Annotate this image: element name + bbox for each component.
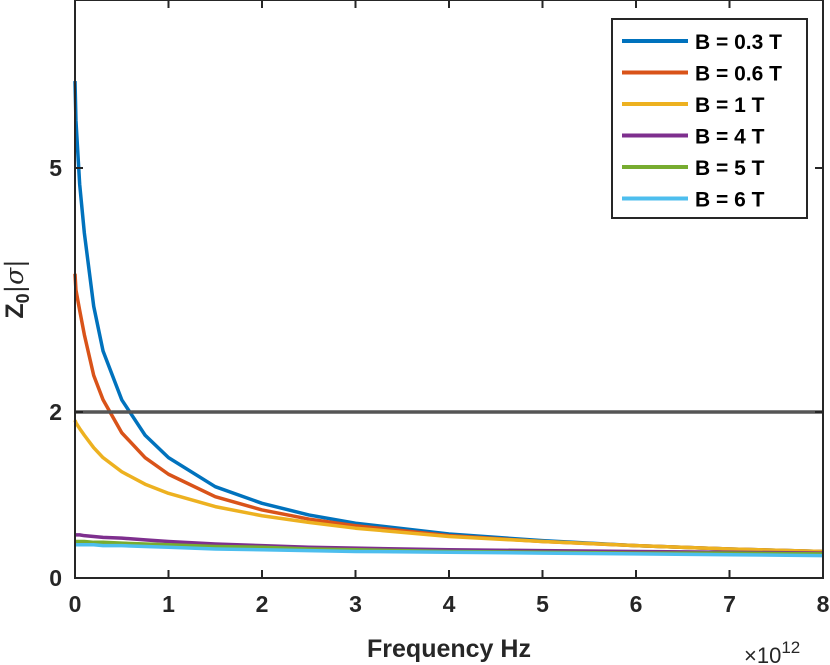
x-tick-label: 2 (256, 591, 269, 617)
legend-label-1: B = 0.3 T (695, 31, 782, 54)
y-tick-label: 0 (49, 565, 62, 591)
x-tick-label: 1 (162, 591, 175, 617)
x-exponent-prefix: ×10 (744, 643, 781, 665)
y-tick-label: 5 (49, 155, 62, 181)
y-tick-label: 2 (49, 399, 62, 425)
y-label-rest: |σ| (0, 259, 30, 293)
x-tick-label: 6 (630, 591, 643, 617)
y-label-main: Z (1, 303, 29, 318)
legend-label-5: B = 5 T (695, 157, 765, 180)
legend-label-3: B = 1 T (695, 94, 765, 117)
series-layer (73, 81, 824, 558)
svg-text:×1012: ×1012 (744, 638, 800, 665)
y-label-sub: 0 (13, 293, 33, 303)
series-line-6 (74, 543, 824, 558)
x-tick-label: 8 (817, 591, 830, 617)
x-exponent-power: 12 (781, 638, 800, 657)
legend-label-4: B = 4 T (695, 126, 765, 149)
svg-text:Z0|σ|: Z0|σ| (0, 259, 33, 318)
x-tick-label: 7 (723, 591, 736, 617)
legend-label-6: B = 6 T (695, 189, 765, 212)
legend-box (611, 18, 808, 219)
x-tick-label: 4 (443, 591, 456, 617)
legend-label-2: B = 0.6 T (695, 63, 782, 86)
x-tick-label: 5 (536, 591, 549, 617)
x-axis-label: Frequency Hz (367, 635, 531, 663)
x-tick-label: 0 (69, 591, 82, 617)
axis-ticks: 0 1 2 3 4 5 6 7 8 0 2 5 (49, 0, 830, 617)
legend: B = 0.3 T B = 0.6 T B = 1 T B = 4 T B = 5 T B… (611, 18, 808, 219)
series-line-3 (73, 419, 824, 554)
y-axis-label: Z0|σ| (0, 259, 33, 318)
x-axis-exponent: ×1012 (744, 638, 800, 665)
x-tick-label: 3 (349, 591, 362, 617)
